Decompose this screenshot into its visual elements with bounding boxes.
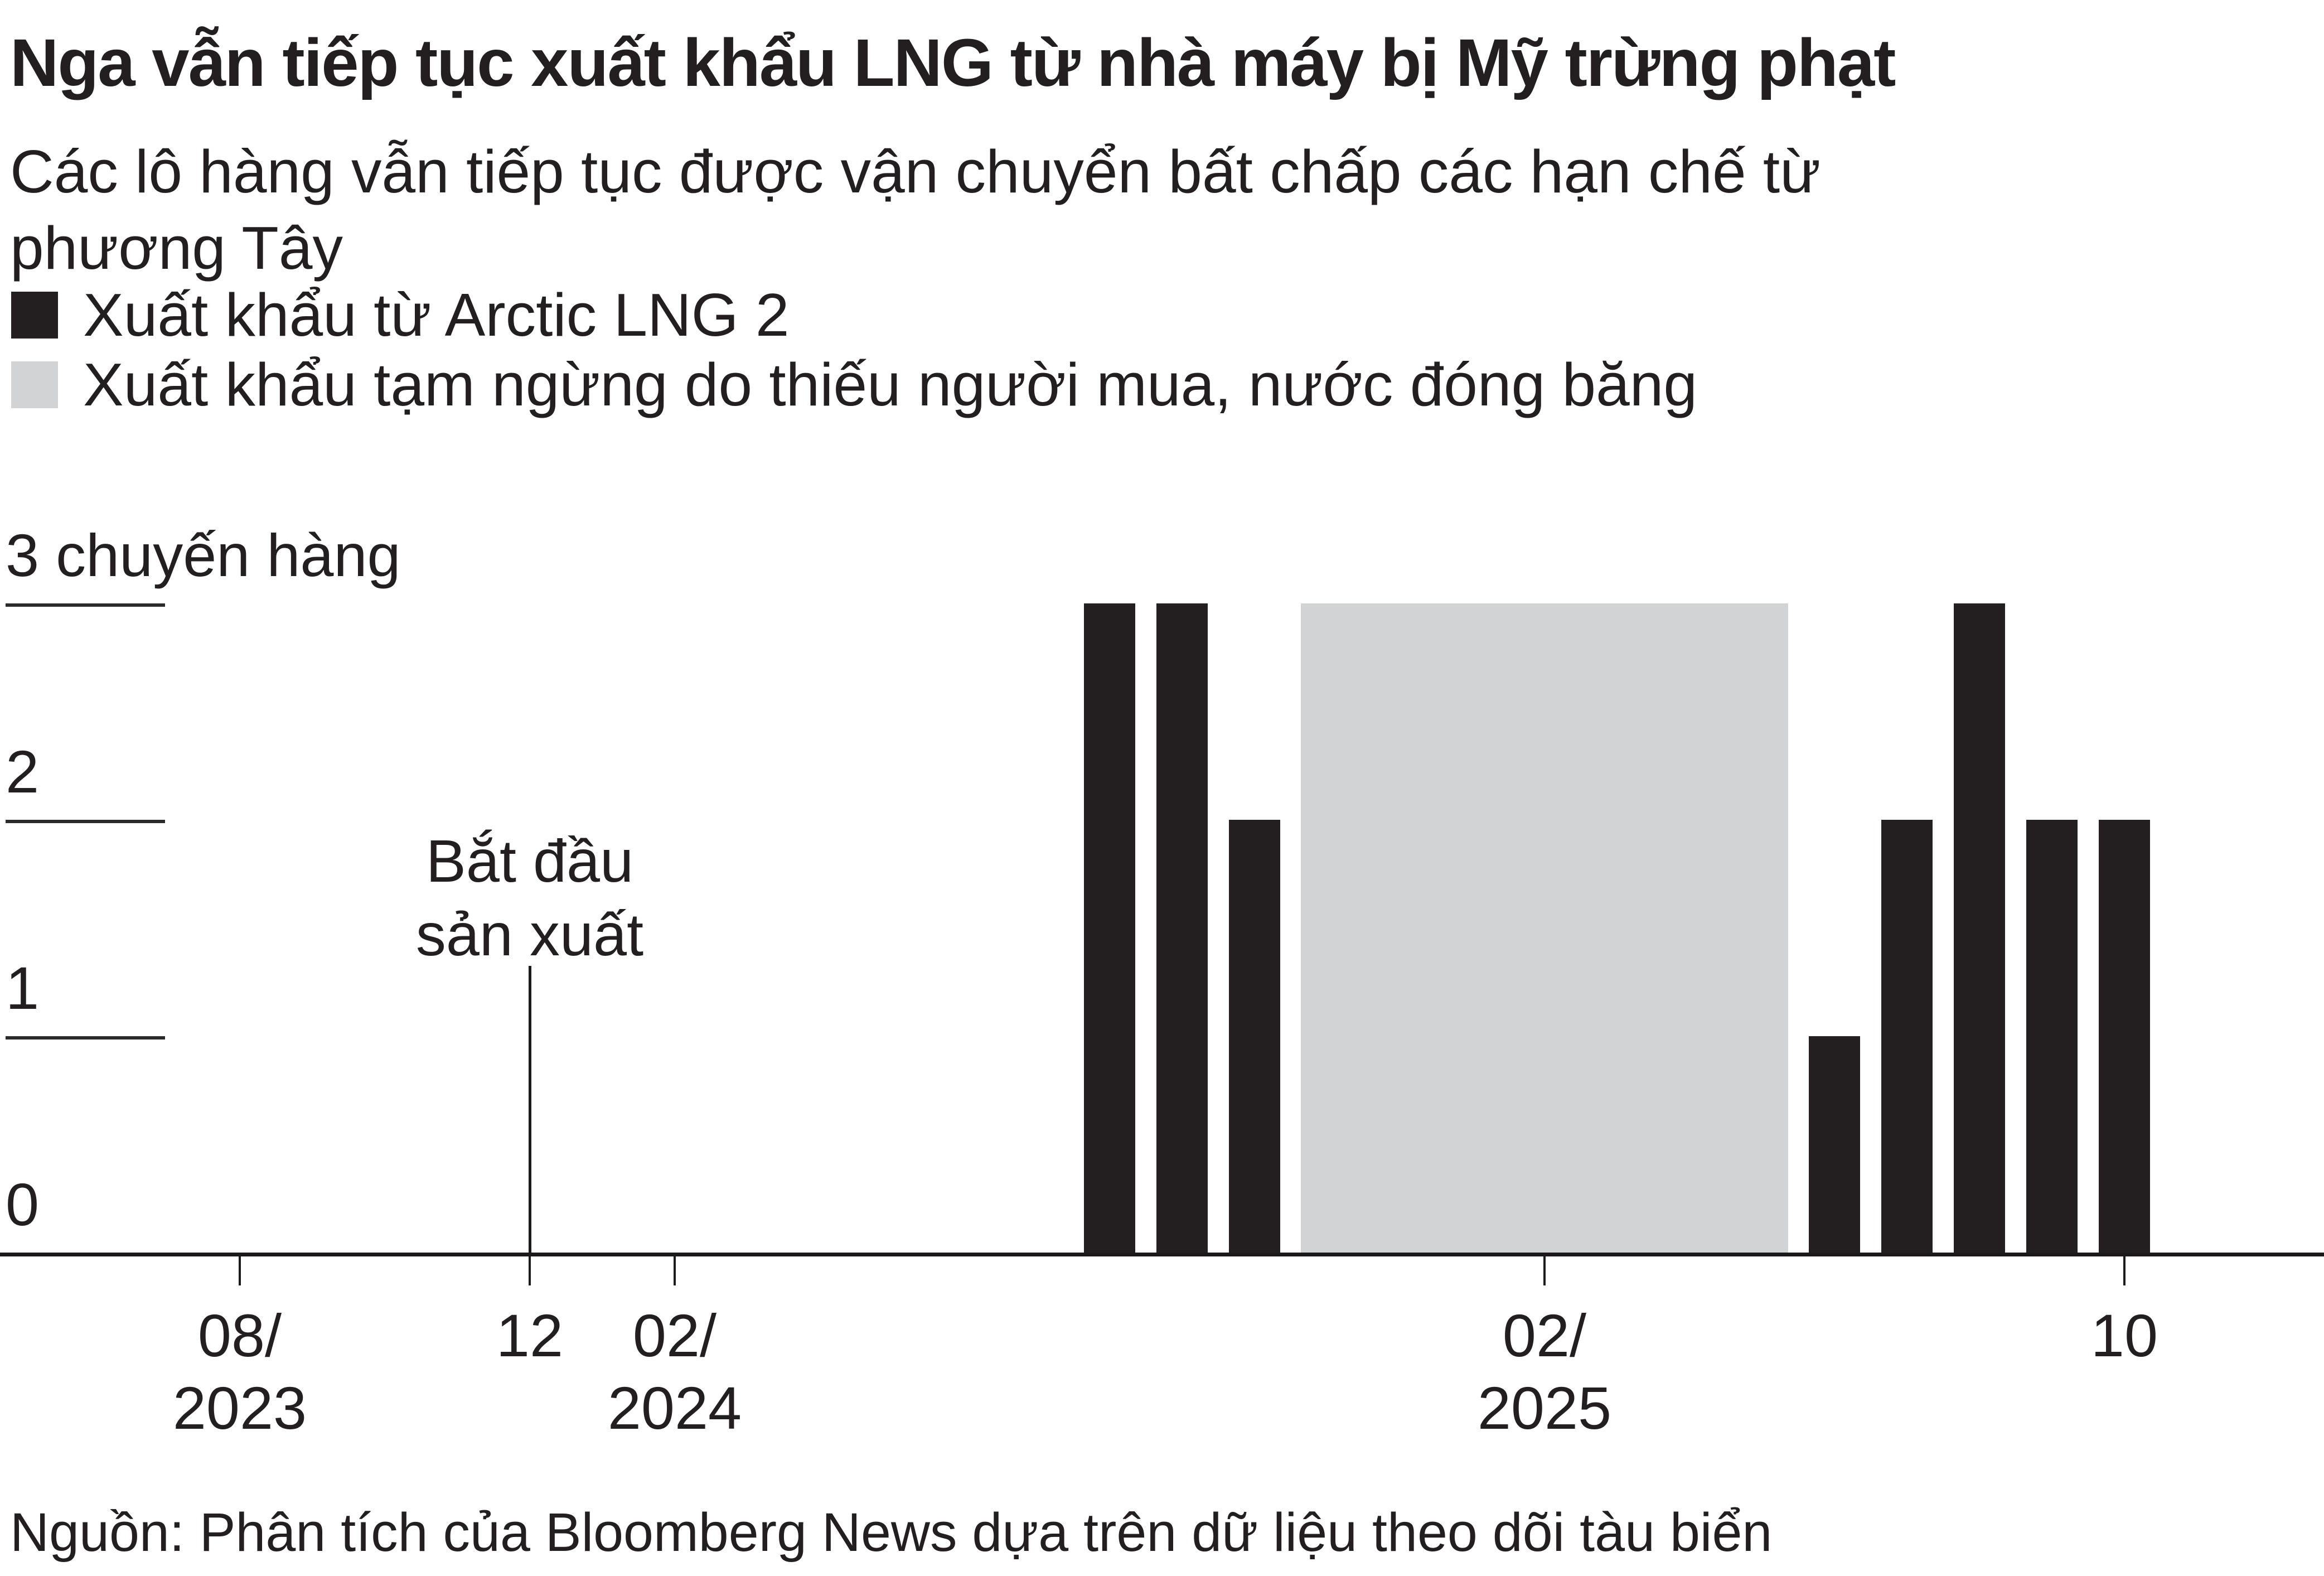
gray-square-swatch-icon xyxy=(11,361,58,408)
x-tick-label-2023-08: 08/2023 xyxy=(173,1299,307,1444)
shipment-bar-2025-07 xyxy=(1881,820,1933,1253)
x-tick-label-line: 2025 xyxy=(1477,1374,1612,1442)
x-tick-label-2023-12: 12 xyxy=(496,1299,563,1372)
x-tick-2023-08 xyxy=(239,1256,241,1285)
y-gridline-3 xyxy=(6,603,165,607)
y-tick-label-1: 1 xyxy=(6,954,40,1022)
x-tick-2025-10 xyxy=(2123,1256,2126,1285)
y-gridline-1 xyxy=(6,1036,165,1040)
x-tick-2024-02 xyxy=(674,1256,676,1285)
x-tick-label-2024-02: 02/2024 xyxy=(608,1299,742,1444)
production-start-annotation-line xyxy=(529,966,531,1253)
x-tick-label-line: 02/ xyxy=(1502,1302,1587,1369)
y-gridline-2 xyxy=(6,820,165,823)
x-tick-label-line: 2023 xyxy=(172,1374,307,1442)
legend-item-arctic-lng2: Xuất khẩu từ Arctic LNG 2 xyxy=(11,280,1697,350)
legend-label-export-pause: Xuất khẩu tạm ngừng do thiếu người mua, … xyxy=(83,350,1697,419)
x-tick-label-2025-02: 02/2025 xyxy=(1478,1299,1611,1444)
shipment-bar-2025-06 xyxy=(1809,1036,1860,1253)
annotation-line2: sản xuất xyxy=(415,900,644,968)
shipment-bar-2024-09 xyxy=(1156,603,1208,1253)
source-note: Nguồn: Phân tích của Bloomberg News dựa … xyxy=(10,1502,1773,1563)
chart-subtitle: Các lô hàng vẫn tiếp tục được vận chuyển… xyxy=(10,134,1821,287)
y-tick-label-0: 0 xyxy=(6,1171,40,1238)
chart-legend: Xuất khẩu từ Arctic LNG 2 Xuất khẩu tạm … xyxy=(11,280,1697,419)
y-axis-top-label: 3 chuyến hàng xyxy=(6,521,401,589)
y-tick-label-2: 2 xyxy=(6,738,40,805)
x-tick-label-2025-10: 10 xyxy=(2091,1299,2158,1372)
x-tick-label-line: 12 xyxy=(496,1302,564,1369)
page-title: Nga vẫn tiếp tục xuất khẩu LNG từ nhà má… xyxy=(10,25,1896,100)
production-start-annotation-label: Bắt đầu sản xuất xyxy=(416,824,643,971)
x-axis-baseline xyxy=(0,1253,2324,1256)
x-tick-2023-12 xyxy=(529,1256,531,1285)
chart-subtitle-line1: Các lô hàng vẫn tiếp tục được vận chuyển… xyxy=(10,138,1821,206)
x-tick-label-line: 10 xyxy=(2090,1302,2158,1369)
shipment-bar-2025-08 xyxy=(1954,603,2005,1253)
shipment-bar-2024-08 xyxy=(1084,603,1135,1253)
shipment-bar-2025-09 xyxy=(2026,820,2078,1253)
x-tick-label-line: 08/ xyxy=(197,1302,282,1369)
shipment-bar-2025-10 xyxy=(2099,820,2150,1253)
shipment-bar-2024-10 xyxy=(1229,820,1280,1253)
legend-label-arctic-lng2: Xuất khẩu từ Arctic LNG 2 xyxy=(83,281,790,349)
x-tick-label-line: 2024 xyxy=(607,1374,742,1442)
x-tick-label-line: 02/ xyxy=(632,1302,717,1369)
x-tick-2025-02 xyxy=(1543,1256,1546,1285)
annotation-line1: Bắt đầu xyxy=(425,827,634,895)
chart-subtitle-line2: phương Tây xyxy=(10,214,343,283)
black-square-swatch-icon xyxy=(11,291,58,339)
legend-item-export-pause: Xuất khẩu tạm ngừng do thiếu người mua, … xyxy=(11,350,1697,419)
export-pause-region xyxy=(1301,603,1788,1253)
